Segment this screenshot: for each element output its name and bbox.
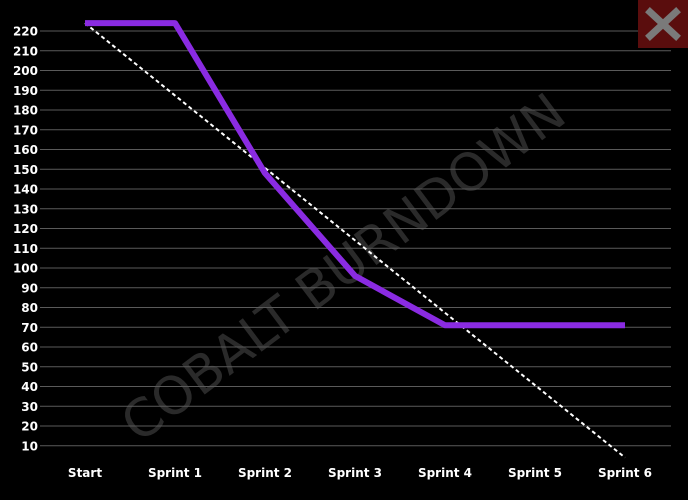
x-tick-label: Sprint 4 bbox=[418, 466, 472, 480]
y-tick-label: 10 bbox=[21, 439, 38, 453]
x-axis-labels: Start Sprint 1 Sprint 2 Sprint 3 Sprint 4 Spr… bbox=[68, 466, 652, 480]
y-tick-label: 130 bbox=[13, 202, 38, 216]
y-tick-label: 110 bbox=[13, 242, 38, 256]
y-tick-label: 60 bbox=[21, 341, 38, 355]
y-tick-label: 80 bbox=[21, 301, 38, 315]
y-tick-label: 50 bbox=[21, 360, 38, 374]
y-tick-label: 190 bbox=[13, 84, 38, 98]
x-tick-label: Sprint 2 bbox=[238, 466, 292, 480]
x-tick-label: Sprint 5 bbox=[508, 466, 562, 480]
series-layer bbox=[84, 20, 626, 459]
y-tick-label: 40 bbox=[21, 380, 38, 394]
y-tick-label: 70 bbox=[21, 321, 38, 335]
ideal-burndown-line bbox=[84, 22, 626, 459]
actual-burndown-line bbox=[85, 20, 625, 329]
y-tick-label: 200 bbox=[13, 64, 38, 78]
x-tick-label: Sprint 6 bbox=[598, 466, 652, 480]
y-tick-label: 90 bbox=[21, 281, 38, 295]
x-tick-label: Start bbox=[68, 466, 102, 480]
close-icon bbox=[645, 7, 681, 41]
y-tick-label: 20 bbox=[21, 420, 38, 434]
y-axis-labels: 10 20 30 40 50 60 70 80 90 100 110 120 130 140 150 160 1… bbox=[13, 25, 38, 454]
grid-layer bbox=[40, 30, 671, 447]
y-tick-label: 220 bbox=[13, 25, 38, 39]
y-tick-label: 210 bbox=[13, 44, 38, 58]
y-tick-label: 150 bbox=[13, 163, 38, 177]
x-tick-label: Sprint 3 bbox=[328, 466, 382, 480]
y-tick-label: 170 bbox=[13, 123, 38, 137]
y-tick-label: 140 bbox=[13, 183, 38, 197]
y-tick-label: 160 bbox=[13, 143, 38, 157]
close-button[interactable] bbox=[638, 0, 688, 48]
y-tick-label: 30 bbox=[21, 400, 38, 414]
y-tick-label: 120 bbox=[13, 222, 38, 236]
y-tick-label: 100 bbox=[13, 262, 38, 276]
x-tick-label: Sprint 1 bbox=[148, 466, 202, 480]
y-tick-label: 180 bbox=[13, 104, 38, 118]
